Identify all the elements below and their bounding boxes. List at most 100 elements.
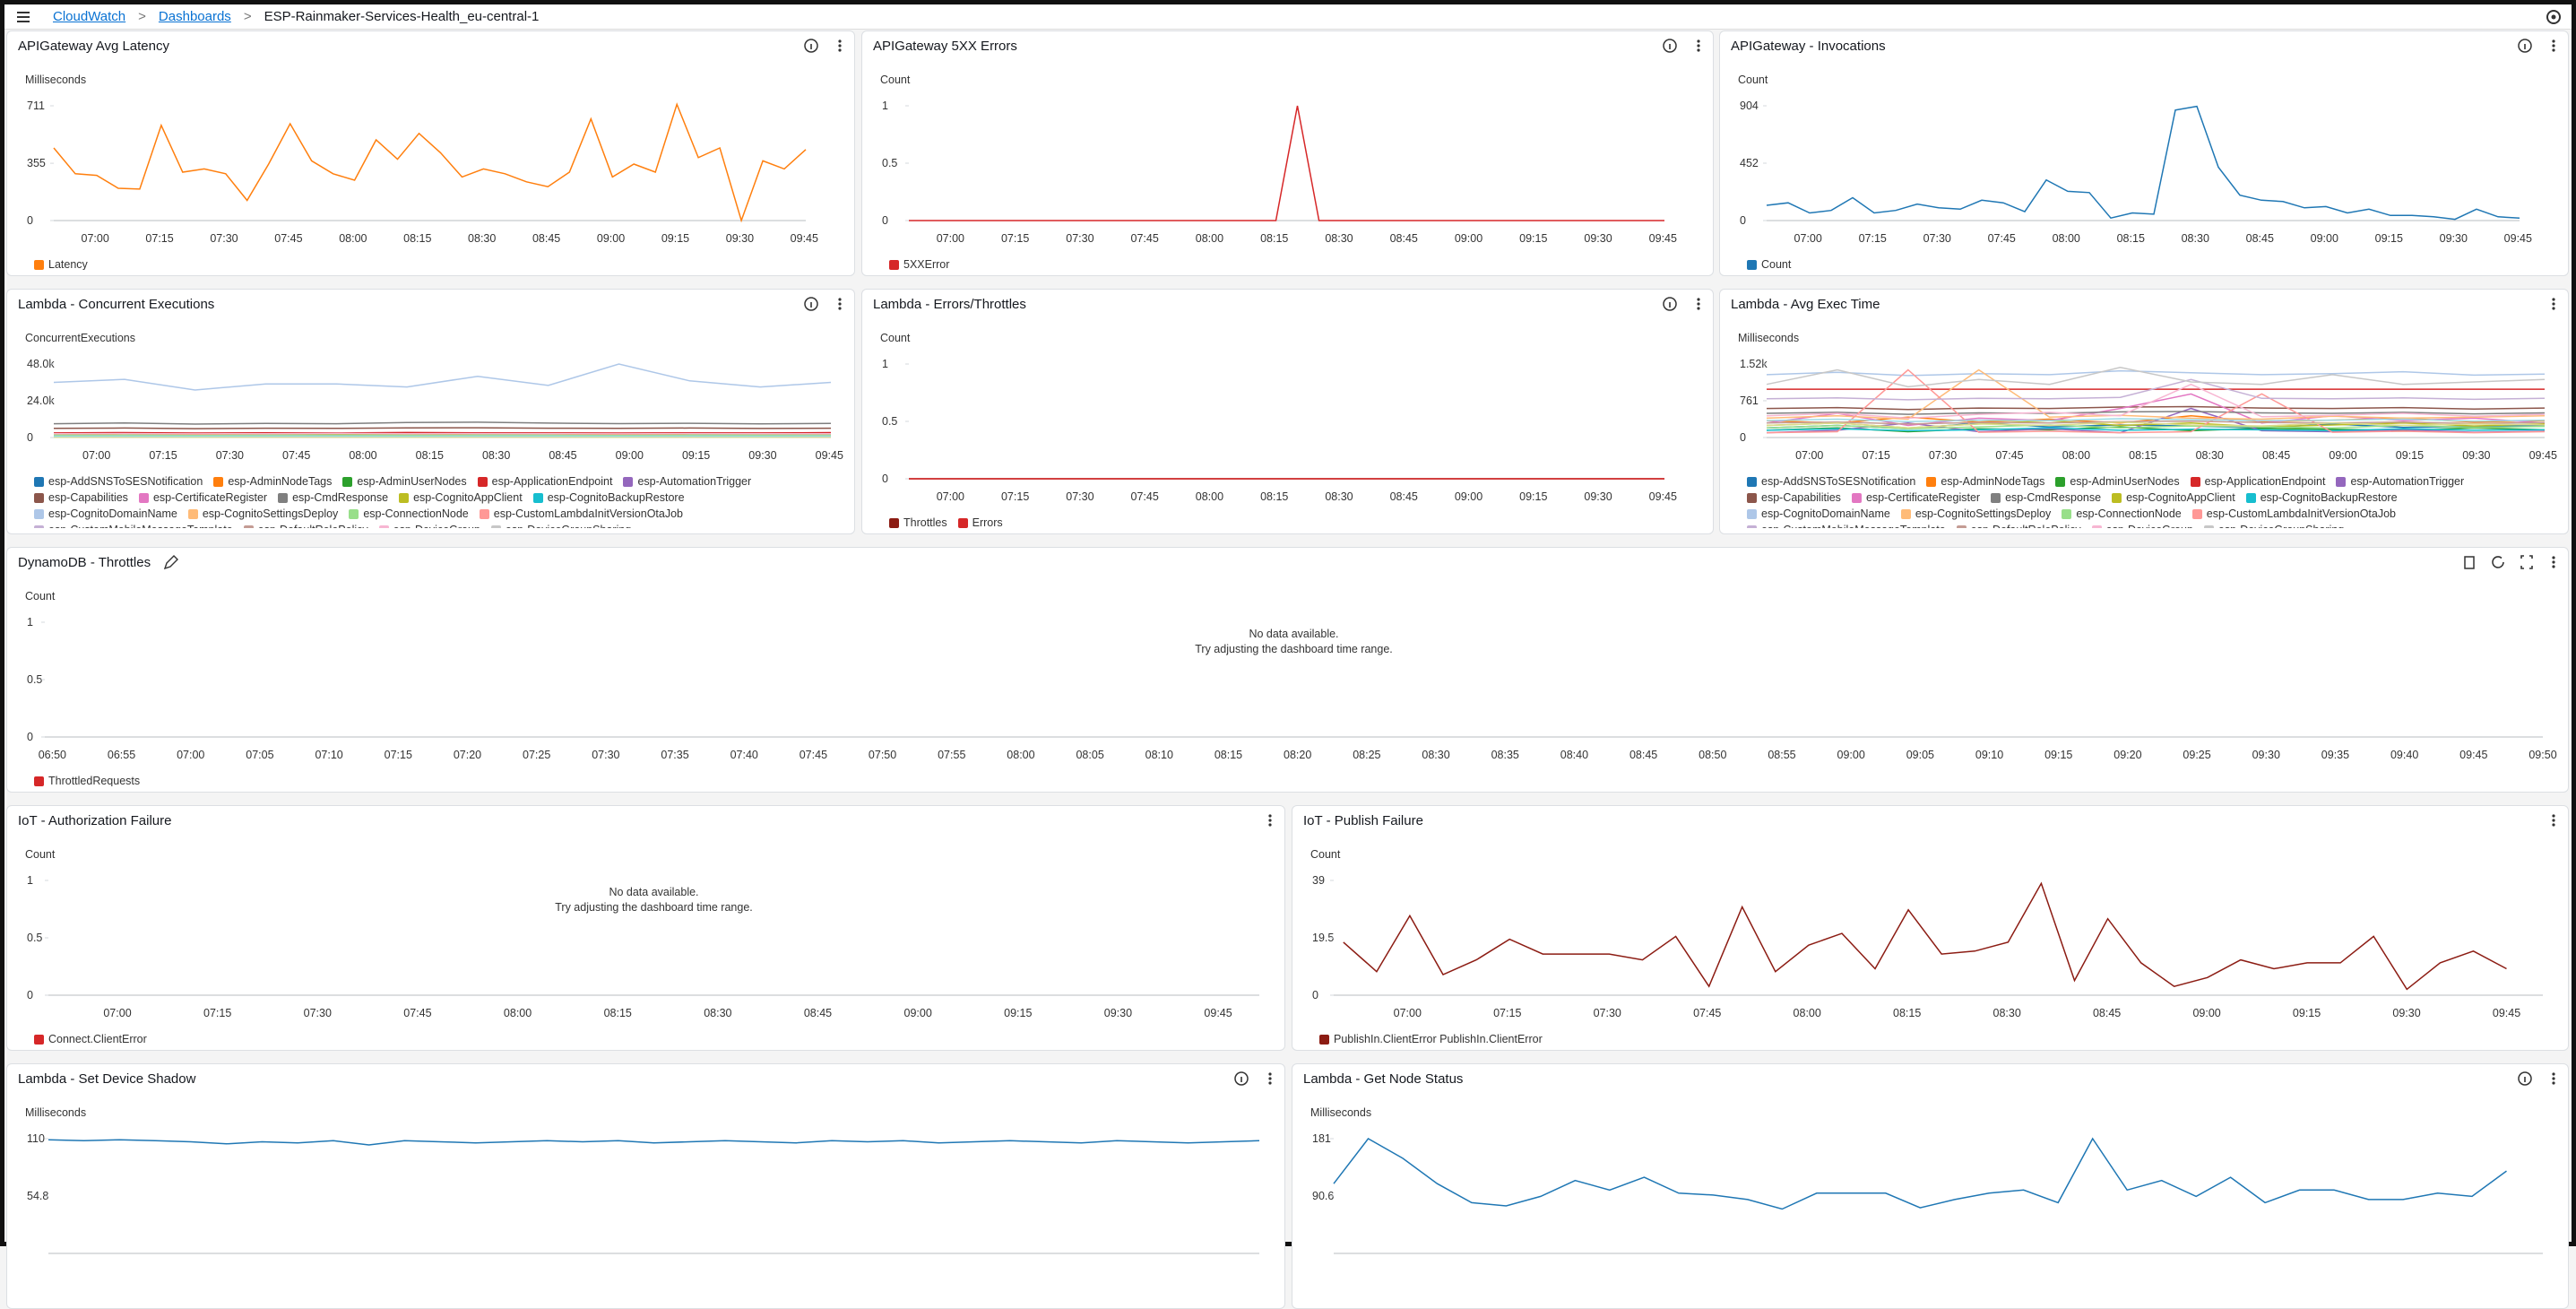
menu-button[interactable] — [2552, 1072, 2554, 1084]
legend-item[interactable]: esp-CognitoAppClient — [2112, 491, 2235, 504]
settings-icon[interactable] — [2543, 6, 2564, 28]
legend-label: esp-CognitoDomainName — [48, 507, 177, 520]
x-tick-label: 08:30 — [2182, 232, 2209, 245]
menu-button[interactable] — [1268, 814, 1271, 826]
legend-swatch — [2246, 493, 2256, 503]
legend-item[interactable]: esp-DeviceGroupSharing — [491, 524, 631, 528]
menu-icon[interactable] — [4, 6, 40, 28]
legend-label: esp-CustomLambdaInitVersionOtaJob — [494, 507, 683, 520]
legend-item[interactable]: esp-CognitoDomainName — [34, 507, 177, 520]
legend-item[interactable]: esp-CognitoAppClient — [399, 491, 523, 504]
legend-item[interactable]: esp-CertificateRegister — [1852, 491, 1980, 504]
legend-item[interactable]: esp-AddSNSToSESNotification — [34, 475, 203, 488]
legend-item[interactable]: Count — [1747, 258, 1791, 270]
legend-item[interactable]: Connect.ClientError — [34, 1033, 147, 1045]
y-tick-label: 0 — [882, 472, 888, 485]
menu-button[interactable] — [838, 39, 841, 51]
x-tick-label: 07:25 — [523, 749, 550, 761]
legend-item[interactable]: esp-CustomLambdaInitVersionOtaJob — [2192, 507, 2396, 520]
legend-item[interactable]: esp-CognitoSettingsDeploy — [1901, 507, 2051, 520]
menu-button[interactable] — [2552, 298, 2554, 309]
menu-button[interactable] — [1697, 298, 1699, 309]
breadcrumb-link[interactable]: CloudWatch — [53, 9, 125, 24]
legend-item[interactable]: esp-AdminNodeTags — [1926, 475, 2044, 488]
expand-button[interactable] — [2521, 556, 2532, 568]
legend-item[interactable]: esp-CognitoDomainName — [1747, 507, 1890, 520]
legend-item[interactable]: esp-CustomMobileMessageTemplate — [1747, 524, 1946, 528]
x-tick-label: 07:00 — [1394, 1007, 1422, 1019]
legend-item[interactable]: esp-ApplicationEndpoint — [2191, 475, 2326, 488]
edit-button[interactable] — [165, 556, 177, 568]
legend-swatch — [188, 509, 198, 519]
legend-item[interactable]: esp-DefaultRolePolicy — [1957, 524, 2081, 528]
x-tick-label: 08:20 — [1284, 749, 1311, 761]
menu-button[interactable] — [1268, 1072, 1271, 1084]
menu-button[interactable] — [838, 298, 841, 309]
legend-item[interactable]: esp-CertificateRegister — [139, 491, 267, 504]
x-tick-label: 07:15 — [1863, 449, 1890, 462]
legend-item[interactable]: esp-CustomMobileMessageTemplate — [34, 524, 233, 528]
legend-item[interactable]: esp-ConnectionNode — [349, 507, 468, 520]
info-button[interactable] — [2519, 39, 2531, 52]
info-button[interactable] — [805, 39, 817, 52]
breadcrumb-current: ESP-Rainmaker-Services-Health_eu-central… — [264, 9, 540, 24]
legend-item[interactable]: esp-DeviceGroup — [379, 524, 480, 528]
legend-item[interactable]: esp-CognitoBackupRestore — [2246, 491, 2398, 504]
legend-item[interactable]: Latency — [34, 258, 88, 270]
x-tick-label: 09:00 — [1455, 232, 1482, 245]
x-tick-label: 08:15 — [1260, 232, 1288, 245]
info-button[interactable] — [805, 298, 817, 310]
breadcrumb-link[interactable]: Dashboards — [159, 9, 231, 24]
legend-item[interactable]: esp-AdminUserNodes — [2055, 475, 2179, 488]
info-button[interactable] — [1664, 39, 1676, 52]
legend-item[interactable]: esp-DeviceGroupSharing — [2204, 524, 2344, 528]
legend-item[interactable]: esp-ConnectionNode — [2062, 507, 2181, 520]
legend-item[interactable]: esp-AdminUserNodes — [342, 475, 466, 488]
legend-label: esp-AutomationTrigger — [2350, 475, 2464, 488]
menu-button[interactable] — [1697, 39, 1699, 51]
legend-label: esp-CertificateRegister — [153, 491, 267, 504]
legend-item[interactable]: PublishIn.ClientError PublishIn.ClientEr… — [1319, 1033, 1543, 1045]
refresh-button[interactable] — [2493, 557, 2503, 568]
x-tick-label: 07:45 — [800, 749, 827, 761]
unit-label: Count — [880, 74, 911, 86]
info-button[interactable] — [1664, 298, 1676, 310]
legend-item[interactable]: esp-AutomationTrigger — [623, 475, 751, 488]
legend-item[interactable]: esp-AdminNodeTags — [213, 475, 332, 488]
x-tick-label: 08:00 — [504, 1007, 532, 1019]
dot — [2552, 39, 2554, 42]
x-tick-label: 09:45 — [2529, 449, 2557, 462]
legend-item[interactable]: esp-DefaultRolePolicy — [244, 524, 368, 528]
menu-button[interactable] — [2552, 39, 2554, 51]
info-button[interactable] — [1235, 1072, 1248, 1085]
legend-label: esp-CognitoSettingsDeploy — [1915, 507, 2051, 520]
legend-item[interactable]: esp-CognitoSettingsDeploy — [188, 507, 338, 520]
dot — [838, 307, 841, 309]
legend-item[interactable]: 5XXError — [889, 258, 949, 270]
legend-item[interactable]: Throttles — [889, 516, 947, 528]
legend-item[interactable]: esp-AutomationTrigger — [2336, 475, 2464, 488]
legend-item[interactable]: esp-CognitoBackupRestore — [533, 491, 685, 504]
file-button[interactable] — [2465, 557, 2474, 568]
x-tick-label: 08:00 — [1794, 1007, 1821, 1019]
legend-item[interactable]: esp-AddSNSToSESNotification — [1747, 475, 1915, 488]
info-button[interactable] — [2519, 1072, 2531, 1085]
legend-item[interactable]: esp-CmdResponse — [1991, 491, 2101, 504]
legend-label: esp-CognitoBackupRestore — [2260, 491, 2398, 504]
separator: > — [138, 9, 146, 24]
x-tick-label: 09:35 — [2321, 749, 2349, 761]
legend-swatch — [1901, 509, 1911, 519]
menu-button[interactable] — [2552, 556, 2554, 568]
legend-item[interactable]: esp-Capabilities — [1747, 491, 1841, 504]
legend-item[interactable]: esp-Capabilities — [34, 491, 128, 504]
legend-item[interactable]: ThrottledRequests — [34, 775, 140, 786]
legend-label: esp-CognitoAppClient — [413, 491, 523, 504]
legend-item[interactable]: esp-ApplicationEndpoint — [478, 475, 613, 488]
legend-item[interactable]: esp-DeviceGroup — [2092, 524, 2193, 528]
legend-item[interactable]: esp-CmdResponse — [278, 491, 388, 504]
legend-item[interactable]: Errors — [958, 516, 1003, 528]
x-tick-label: 08:45 — [532, 232, 560, 245]
menu-button[interactable] — [2552, 814, 2554, 826]
legend-item[interactable]: esp-CustomLambdaInitVersionOtaJob — [480, 507, 683, 520]
dot — [2552, 1077, 2554, 1079]
